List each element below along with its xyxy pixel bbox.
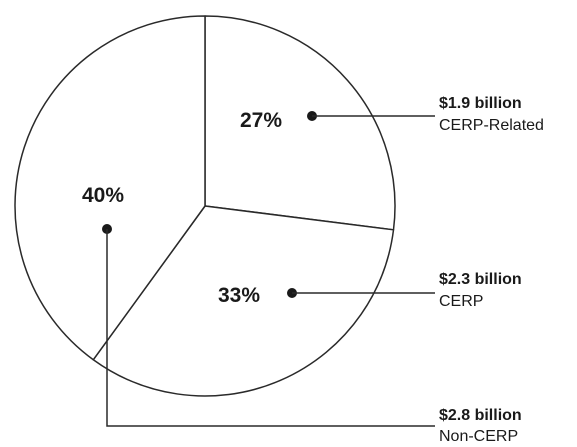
percent-label-cerp-related: 27%: [240, 109, 282, 132]
amount-label-non-cerp: $2.8 billion: [439, 407, 522, 424]
pie-slice-cerp: [92, 205, 395, 397]
pie-slice-cerp-related: [204, 15, 396, 231]
category-label-cerp: CERP: [439, 293, 483, 310]
pie-slice-non-cerp: [14, 15, 206, 361]
category-label-cerp-related: CERP-Related: [439, 117, 544, 134]
leader-line-non-cerp: [106, 229, 435, 427]
amount-label-cerp-related: $1.9 billion: [439, 95, 522, 112]
amount-label-cerp: $2.3 billion: [439, 271, 522, 288]
pie-slices: [14, 15, 396, 397]
percent-label-non-cerp: 40%: [82, 184, 124, 207]
category-label-non-cerp: Non-CERP: [439, 428, 518, 445]
percent-label-cerp: 33%: [218, 284, 260, 307]
